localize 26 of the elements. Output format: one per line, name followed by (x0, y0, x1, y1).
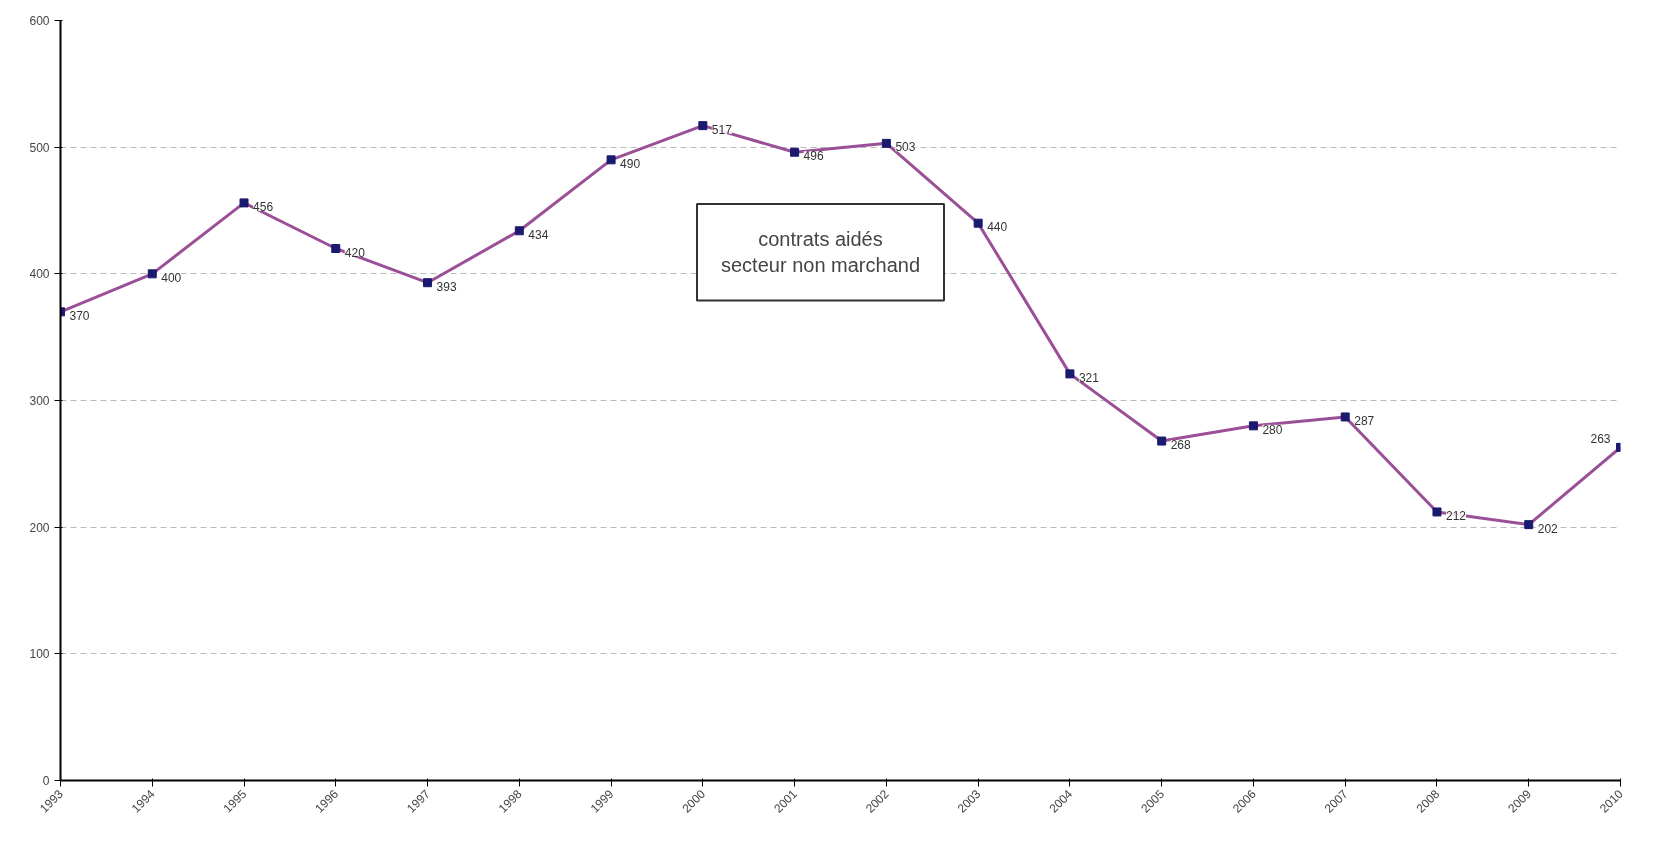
y-tick-label: 300 (29, 394, 50, 408)
data-label: 420 (344, 245, 366, 260)
annotation: contrats aidés secteur non marchand (721, 228, 921, 277)
data-label: 287 (1354, 413, 1375, 428)
data-label: 456 (253, 199, 274, 214)
data-label: 263 (1590, 432, 1611, 447)
data-label: 503 (895, 140, 916, 155)
y-tick-label: 400 (29, 267, 50, 282)
y-tick-label: 0 (42, 774, 50, 788)
data-label: 440 (987, 220, 1008, 235)
data-label: 321 (1078, 370, 1100, 385)
y-tick-label: 200 (29, 520, 50, 535)
data-label: 268 (1170, 438, 1192, 453)
data-label: 370 (69, 308, 90, 323)
data-label: 400 (161, 270, 182, 285)
data-label: 212 (1445, 508, 1467, 523)
data-label: 393 (436, 279, 457, 294)
data-label: 517 (711, 122, 733, 137)
y-tick-label: 100 (29, 647, 50, 662)
data-label: 496 (803, 149, 824, 164)
y-tick-label: 500 (29, 140, 50, 155)
data-label: 490 (620, 156, 641, 171)
y-tick-label: 600 (29, 14, 50, 28)
data-label: 280 (1262, 422, 1283, 437)
data-label: 202 (1537, 521, 1559, 536)
data-label: 434 (528, 227, 549, 242)
